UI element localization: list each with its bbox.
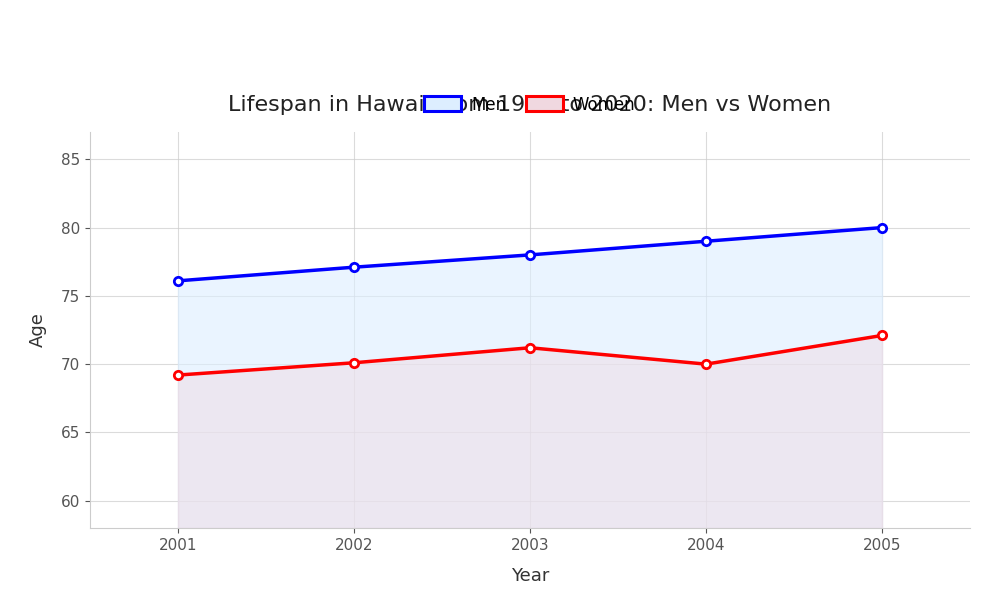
X-axis label: Year: Year	[511, 566, 549, 584]
Y-axis label: Age: Age	[29, 313, 47, 347]
Title: Lifespan in Hawaii from 1991 to 2020: Men vs Women: Lifespan in Hawaii from 1991 to 2020: Me…	[228, 95, 832, 115]
Legend: Men, Women: Men, Women	[418, 89, 642, 120]
